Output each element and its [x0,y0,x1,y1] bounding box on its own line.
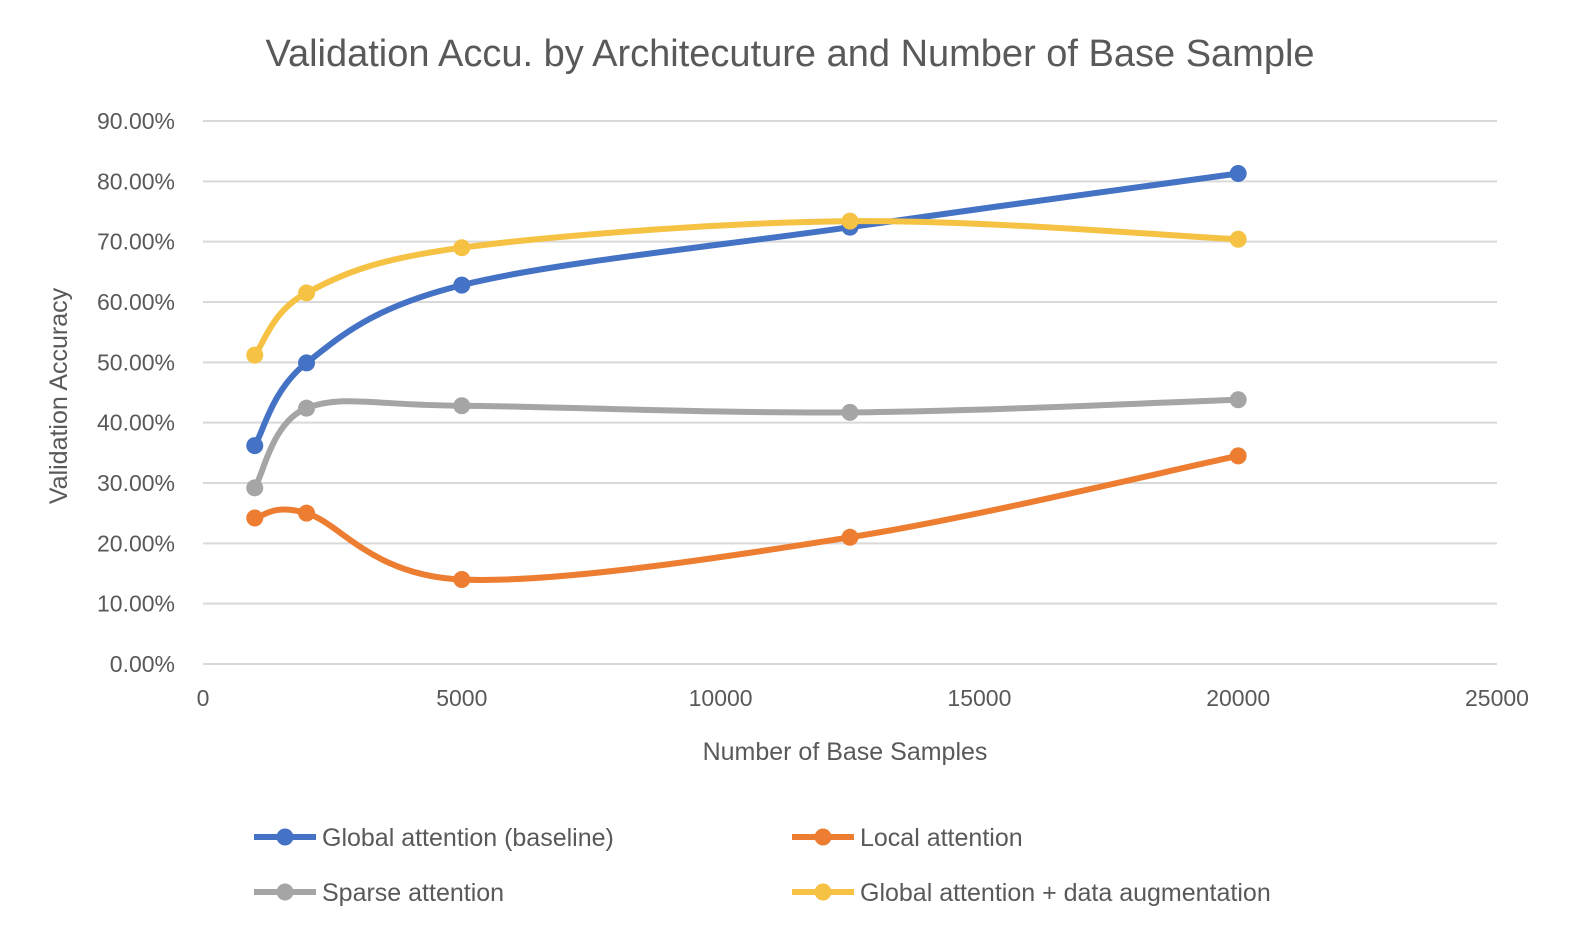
chart-title: Validation Accu. by Architecuture and Nu… [265,33,1314,75]
series-layer [246,164,1247,589]
y-tick-label: 50.00% [97,349,175,375]
data-point [1229,447,1247,465]
data-point [298,504,316,522]
legend-swatch-marker [276,883,294,901]
y-tick-label: 10.00% [97,591,175,617]
x-tick-label: 10000 [689,685,753,711]
data-point [1229,164,1247,182]
data-point [453,397,471,415]
data-point [841,212,859,230]
y-tick-label: 30.00% [97,470,175,496]
y-tick-label: 80.00% [97,168,175,194]
data-point [1229,391,1247,409]
y-tick-label: 0.00% [110,651,175,677]
data-point [246,479,264,497]
series-2 [246,447,1247,589]
y-axis-title: Validation Accuracy [45,287,73,504]
data-point [841,403,859,421]
y-tick-label: 90.00% [97,108,175,134]
y-tick-label: 40.00% [97,410,175,436]
data-point [298,284,316,302]
data-point [246,437,264,455]
legend-item: Local attention [792,824,1023,852]
y-axis-ticks: 0.00% 10.00% 20.00% 30.00% 40.00% 50.00% 60.00… [97,108,175,677]
legend-label: Sparse attention [322,879,504,907]
data-point [1229,230,1247,248]
data-point [246,509,264,527]
x-tick-label: 20000 [1206,685,1270,711]
series-4 [246,212,1247,364]
x-tick-label: 25000 [1465,685,1529,711]
y-tick-label: 60.00% [97,289,175,315]
legend-swatch-marker [814,828,832,846]
gridlines [203,120,1497,665]
x-axis-ticks: 0 5000 10000 15000 20000 25000 [197,685,1529,711]
x-tick-label: 0 [197,685,210,711]
series-line [251,452,1242,583]
legend-label: Global attention (baseline) [322,824,614,852]
legend-item: Global attention (baseline) [254,824,614,852]
legend-item: Global attention + data augmentation [792,879,1271,907]
y-tick-label: 70.00% [97,229,175,255]
data-point [298,354,316,372]
data-point [453,571,471,589]
y-tick-label: 20.00% [97,530,175,556]
series-3 [246,391,1247,497]
legend-swatch-marker [814,883,832,901]
data-point [841,528,859,546]
data-point [453,276,471,294]
series-line [251,396,1242,491]
x-tick-label: 15000 [947,685,1011,711]
legend-swatch-marker [276,828,294,846]
legend-label: Global attention + data augmentation [860,879,1271,907]
data-point [453,239,471,257]
x-axis-title: Number of Base Samples [703,738,988,766]
data-point [298,399,316,417]
x-tick-label: 5000 [436,685,487,711]
legend: Global attention (baseline) Local attenti… [254,824,1271,907]
data-point [246,346,264,364]
legend-label: Local attention [860,824,1023,852]
legend-item: Sparse attention [254,879,504,907]
series-1 [246,164,1247,455]
